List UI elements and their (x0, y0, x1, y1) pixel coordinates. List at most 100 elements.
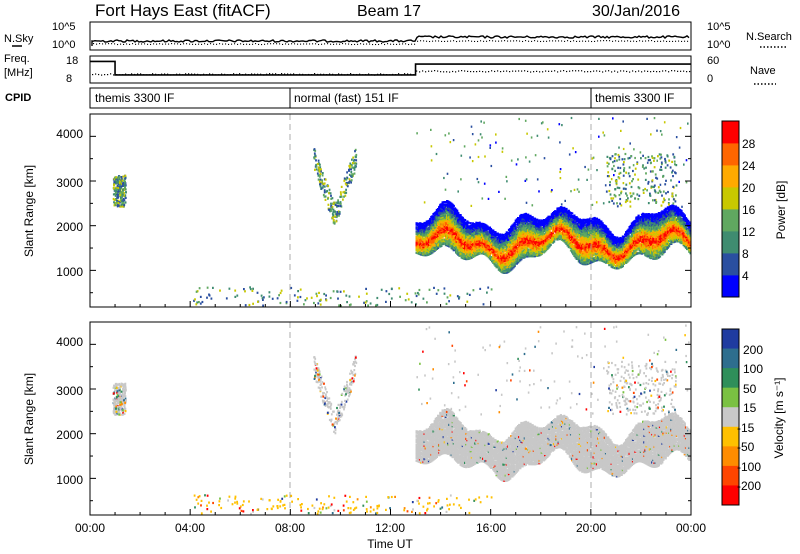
heatmap-cell (482, 241, 485, 244)
heatmap-cell (586, 219, 589, 222)
heatmap-cell (609, 231, 612, 234)
heatmap-cell (535, 220, 538, 223)
heatmap-cell (491, 250, 494, 253)
heatmap-cell (464, 219, 467, 222)
heatmap-cell (474, 235, 477, 238)
heatmap-cell (574, 216, 577, 219)
heatmap-cell (562, 215, 565, 218)
heatmap-cell (562, 207, 565, 210)
heatmap-cell (597, 242, 600, 246)
heatmap-cell (423, 240, 426, 243)
heatmap-cell (432, 221, 435, 224)
heatmap-cell (420, 225, 423, 228)
heatmap-cell (566, 222, 569, 225)
heatmap-cell (478, 221, 481, 224)
heatmap-cell (531, 228, 534, 231)
nave-point (278, 74, 280, 76)
heatmap-cell (456, 217, 459, 220)
heatmap-cell (540, 243, 543, 246)
heatmap-cell (573, 237, 576, 240)
nave-point (347, 73, 349, 76)
heatmap-cell (537, 237, 540, 240)
heatmap-cell (625, 252, 628, 255)
heatmap-cell (578, 219, 582, 222)
heatmap-cell (511, 232, 514, 235)
freq-label-line2: [MHz] (4, 67, 33, 79)
heatmap-cell (537, 227, 540, 230)
heatmap-cell (569, 225, 573, 228)
heatmap-cell (432, 225, 435, 228)
heatmap-cell (440, 212, 443, 215)
heatmap-cell (624, 245, 627, 248)
heatmap-cell (566, 234, 569, 238)
heatmap-cell (589, 229, 592, 232)
heatmap-cell (566, 214, 569, 217)
heatmap-cell (608, 250, 611, 253)
heatmap-cell (569, 232, 573, 235)
heatmap-cell (452, 212, 455, 216)
heatmap-cell (495, 264, 498, 267)
nsearch-point (186, 43, 188, 45)
nave-point (191, 73, 193, 75)
nsearch-point (216, 43, 218, 45)
heatmap-cell (540, 240, 543, 244)
heatmap-cell (584, 257, 587, 260)
heatmap-cell (600, 223, 603, 226)
heatmap-cell (491, 245, 494, 248)
heatmap-cell (536, 236, 539, 239)
heatmap-cell (595, 252, 598, 255)
heatmap-cell (511, 240, 514, 243)
heatmap-cell (574, 224, 577, 227)
nave-point (323, 73, 325, 75)
nsearch-point (681, 40, 683, 42)
heatmap-cell (564, 225, 567, 228)
heatmap-cell (520, 247, 523, 250)
heatmap-cell (522, 231, 525, 234)
heatmap-cell (578, 241, 582, 244)
nsearch-point (183, 43, 185, 45)
heatmap-cell (457, 246, 460, 250)
heatmap-cell (580, 227, 583, 230)
nsearch-point (147, 43, 149, 45)
heatmap-cell (571, 249, 574, 252)
heatmap-cell (513, 259, 516, 262)
heatmap-cell (503, 249, 506, 252)
heatmap-cell (423, 224, 426, 227)
heatmap-cell (520, 217, 523, 221)
nsearch-point (675, 40, 677, 42)
nave-point (275, 73, 277, 75)
heatmap-cell (515, 242, 518, 245)
heatmap-cell (455, 246, 458, 249)
heatmap-cell (527, 231, 530, 234)
heatmap-cell (558, 230, 561, 233)
heatmap-cell (600, 233, 603, 237)
heatmap-cell (575, 231, 578, 234)
heatmap-cell (469, 242, 472, 245)
nsearch-point (387, 43, 389, 45)
heatmap-cell (457, 241, 460, 244)
heatmap-cell (612, 245, 615, 248)
heatmap-cell (536, 234, 539, 237)
heatmap-cell (575, 241, 578, 244)
heatmap-cell (608, 246, 611, 249)
nave-point (641, 71, 643, 73)
heatmap-cell (513, 238, 516, 241)
heatmap-cell (554, 230, 557, 233)
nave-point (518, 70, 520, 72)
heatmap-cell (578, 259, 582, 263)
heatmap-cell (554, 216, 557, 219)
heatmap-cell (471, 234, 475, 237)
heatmap-cell (473, 247, 476, 250)
heatmap-cell (607, 256, 610, 259)
heatmap-cell (578, 226, 582, 229)
nave-point (536, 70, 538, 72)
heatmap-cell (569, 236, 573, 239)
heatmap-cell (593, 221, 596, 224)
heatmap-cell (489, 246, 493, 249)
heatmap-cell (482, 239, 485, 242)
heatmap-cell (557, 232, 560, 235)
heatmap-cell (593, 253, 596, 256)
heatmap-cell (432, 239, 435, 242)
nsearch-point (123, 43, 125, 45)
nsearch-point (345, 43, 347, 45)
